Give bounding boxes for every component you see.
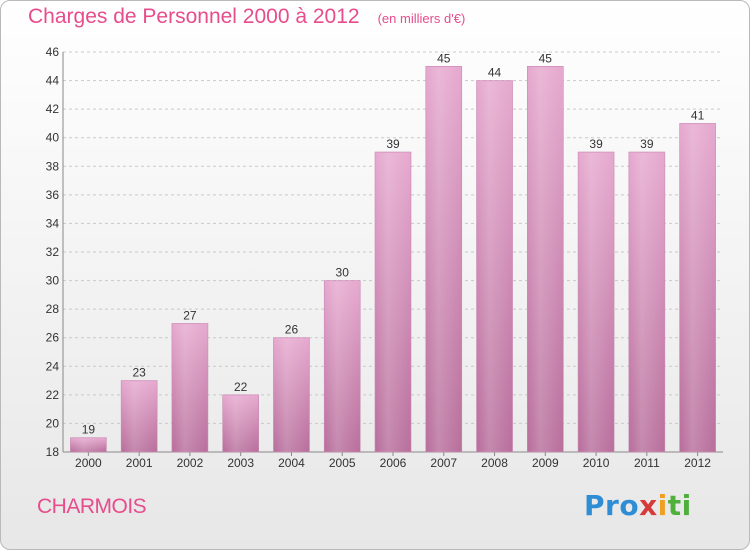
y-tick-label: 18 [46,445,60,459]
bar-value-label: 26 [285,323,299,337]
y-tick-label: 32 [46,245,60,259]
logo-part: x [639,489,658,522]
bar-highlight [629,153,664,452]
chart-title: Charges de Personnel 2000 à 2012 [28,5,360,28]
bar-value-label: 44 [488,66,502,80]
bar-highlight [223,395,258,452]
logo-part: i [657,489,668,522]
y-tick-label: 36 [46,188,60,202]
y-tick-label: 40 [46,131,60,145]
x-tick-label: 2007 [430,456,457,470]
bar-value-label: 19 [82,423,96,437]
bar-layer [70,65,716,453]
bar-highlight [376,153,410,452]
bar-highlight [579,153,614,452]
bar-highlight [122,381,157,452]
bar-highlight [325,281,360,452]
x-tick-label: 2004 [278,456,305,470]
bar-value-label: 41 [691,108,705,122]
bar-value-label: 30 [336,266,350,280]
y-tick-label: 26 [46,331,60,345]
x-tick-label: 2001 [126,456,153,470]
y-tick-label: 28 [46,302,60,316]
y-tick-label: 34 [46,216,60,230]
y-tick-label: 38 [46,159,60,173]
x-tick-label: 2003 [227,456,254,470]
x-tick-label: 2010 [583,456,610,470]
x-tick-label: 2008 [481,456,508,470]
x-tick-label: 2011 [634,456,660,470]
title-row: Charges de Personnel 2000 à 2012 (en mil… [28,5,465,35]
bar-highlight [172,324,207,452]
bar-highlight [426,67,461,453]
y-tick-label: 44 [46,74,60,88]
bar-value-label: 39 [640,137,654,151]
y-tick-label: 42 [46,102,60,116]
bar-highlight [680,124,715,452]
bar-highlight [477,81,512,453]
bar-value-label: 45 [437,51,451,65]
x-tick-label: 2006 [380,456,407,470]
x-tick-label: 2009 [532,456,559,470]
logo-part: Pro [584,489,640,522]
y-tick-label: 46 [46,45,60,59]
bar-value-label: 39 [386,137,400,151]
x-tick-label: 2005 [329,456,356,470]
bar-value-label: 22 [234,380,248,394]
chart-subtitle: (en milliers d'€) [377,11,466,26]
bar-highlight [274,338,309,452]
x-tick-label: 2012 [684,456,711,470]
x-tick-label: 2002 [177,456,204,470]
y-tick-label: 24 [46,359,60,373]
logo-part: ti [667,489,692,522]
bar-value-label: 39 [589,137,603,151]
proxiti-logo[interactable]: Proxiti [584,489,692,522]
y-tick-label: 30 [46,274,60,288]
location-label: CHARMOIS [37,495,147,518]
y-tick-label: 20 [46,416,60,430]
bar-highlight [71,438,106,452]
bar-value-label: 27 [183,308,197,322]
bar-value-label: 45 [539,51,553,65]
x-tick-label: 2000 [75,456,102,470]
bar-highlight [528,67,563,453]
y-tick-label: 22 [46,388,60,402]
label-layer: 19 23 27 22 26 30 39 45 44 45 39 39 41 [82,51,705,436]
bar-value-label: 23 [132,366,146,380]
